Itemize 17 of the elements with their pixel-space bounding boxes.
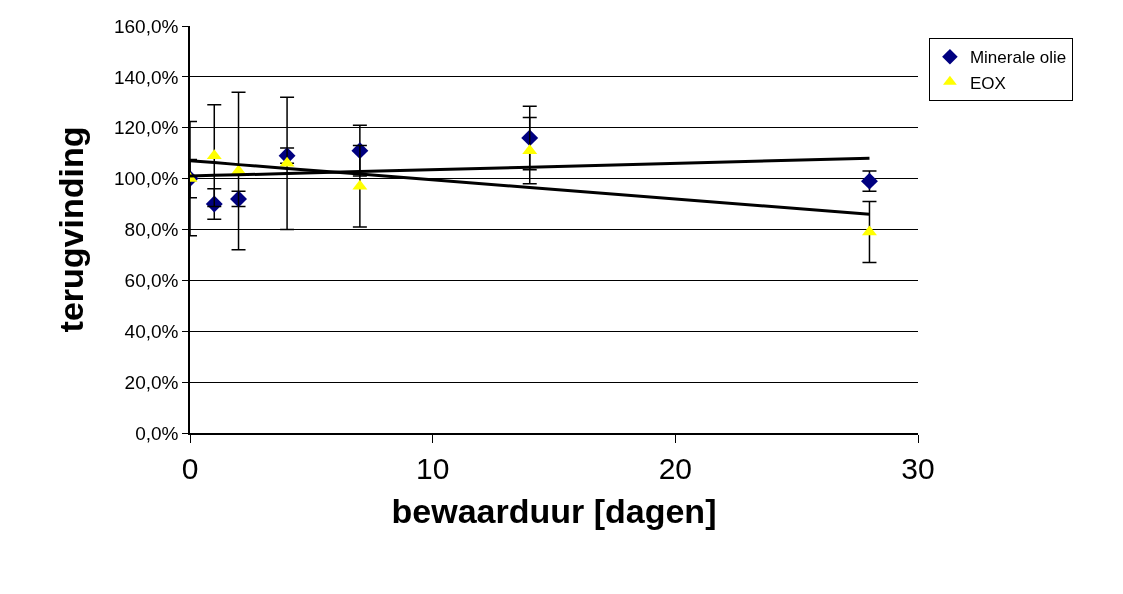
x-tick-label: 10 xyxy=(415,451,450,485)
y-tick-label: 120,0% xyxy=(114,117,179,139)
legend-label: EOX xyxy=(969,73,1006,93)
y-tick-label: 80,0% xyxy=(124,219,179,241)
x-tick-label: 20 xyxy=(658,451,693,485)
y-tick-label: 60,0% xyxy=(124,270,179,292)
x-tick-label: 0 xyxy=(181,451,199,485)
y-tick-label: 40,0% xyxy=(124,320,179,342)
x-tick-label: 30 xyxy=(901,451,935,485)
y-tick-label: 100,0% xyxy=(114,168,179,190)
y-tick-label: 20,0% xyxy=(124,371,179,393)
y-tick-label: 140,0% xyxy=(114,66,179,88)
y-tick-label: 0,0% xyxy=(135,422,179,444)
x-axis-title: bewaarduur [dagen] xyxy=(391,491,717,530)
legend-label: Minerale olie xyxy=(969,48,1067,68)
y-tick-label: 160,0% xyxy=(114,15,179,37)
y-axis-title: terugvinding xyxy=(52,126,91,333)
